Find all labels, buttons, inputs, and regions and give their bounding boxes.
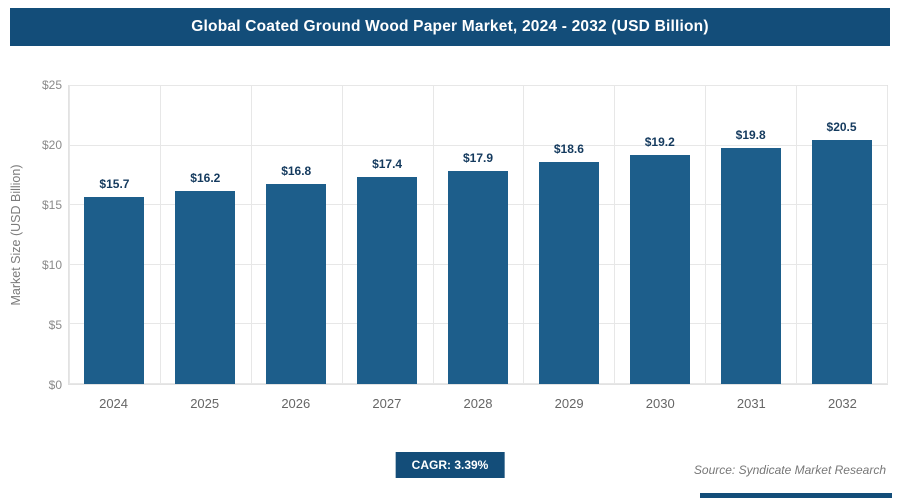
gridline-vertical <box>432 86 434 384</box>
x-tick-label: 2030 <box>645 396 675 411</box>
source-attribution: Source: Syndicate Market Research <box>693 463 886 477</box>
gridline-vertical <box>341 86 343 384</box>
bar-value-label: $17.4 <box>372 156 403 171</box>
bar-value-label: $15.7 <box>99 176 130 191</box>
bar-slot: $17.4 <box>342 86 433 384</box>
y-tick-label: $15 <box>41 198 62 212</box>
x-tick-label: 2032 <box>827 396 857 411</box>
bar-slot: $19.2 <box>614 86 705 384</box>
bar <box>448 170 508 384</box>
bar-value-label: $20.5 <box>826 119 857 134</box>
bar-slot: $16.8 <box>251 86 342 384</box>
gridline-horizontal <box>69 85 887 86</box>
x-tick-label: 2028 <box>463 396 493 411</box>
bar-slot: $16.2 <box>160 86 251 384</box>
bar-slot: $19.8 <box>705 86 796 384</box>
x-tick-label: 2027 <box>372 396 402 411</box>
gridline-vertical <box>523 86 525 384</box>
gridline-vertical <box>614 86 616 384</box>
y-tick-label: $20 <box>41 138 62 152</box>
y-tick-label: $10 <box>41 258 62 272</box>
x-tick-label: 2029 <box>554 396 584 411</box>
bar <box>175 190 236 384</box>
bar-value-label: $16.8 <box>281 163 312 178</box>
bar-slot: $17.9 <box>433 86 524 384</box>
footer-accent-bar <box>700 493 892 498</box>
y-tick-label: $0 <box>48 378 62 392</box>
bar-slot: $15.7 <box>69 86 160 384</box>
x-tick-label: 2026 <box>281 396 311 411</box>
chart-title: Global Coated Ground Wood Paper Market, … <box>191 18 709 35</box>
gridline-vertical <box>796 86 798 384</box>
bar-value-label: $18.6 <box>553 142 584 157</box>
y-axis-title: Market Size (USD Billion) <box>9 164 23 306</box>
plot-area: $15.7 $16.2 $16.8 $17.4 $17.9 $18.6 $19.2 $19.8… <box>68 85 888 385</box>
gridline-vertical <box>887 86 888 384</box>
gridline-vertical <box>250 86 252 384</box>
gridline-vertical <box>705 86 707 384</box>
bar-value-label: $17.9 <box>462 150 493 165</box>
gridline-vertical <box>159 86 161 384</box>
bar <box>357 176 418 384</box>
bar-slot: $20.5 <box>796 86 887 384</box>
x-tick-label: 2031 <box>736 396 766 411</box>
y-tick-label: $5 <box>48 318 62 332</box>
bar <box>720 147 781 384</box>
cagr-badge: CAGR: 3.39% <box>395 452 505 478</box>
gridline-vertical <box>69 86 70 384</box>
x-axis-tick-labels: 2024 2025 2026 2027 2028 2029 2030 2031 2032 <box>68 393 888 415</box>
x-tick-label: 2025 <box>190 396 220 411</box>
bar <box>629 155 690 384</box>
gridline-horizontal <box>69 144 887 146</box>
bar-value-label: $19.2 <box>644 135 675 150</box>
bar-slot: $18.6 <box>523 86 614 384</box>
bar-value-label: $19.8 <box>735 127 766 142</box>
chart-title-banner: Global Coated Ground Wood Paper Market, … <box>10 8 890 46</box>
bar <box>538 162 599 384</box>
bar <box>811 139 872 384</box>
bar <box>266 183 327 384</box>
bar <box>84 196 145 384</box>
bar-value-label: $16.2 <box>190 170 221 185</box>
y-axis-tick-labels: $0 $5 $10 $15 $20 $25 <box>26 78 62 392</box>
y-tick-label: $25 <box>41 78 62 92</box>
x-tick-label: 2024 <box>99 396 129 411</box>
